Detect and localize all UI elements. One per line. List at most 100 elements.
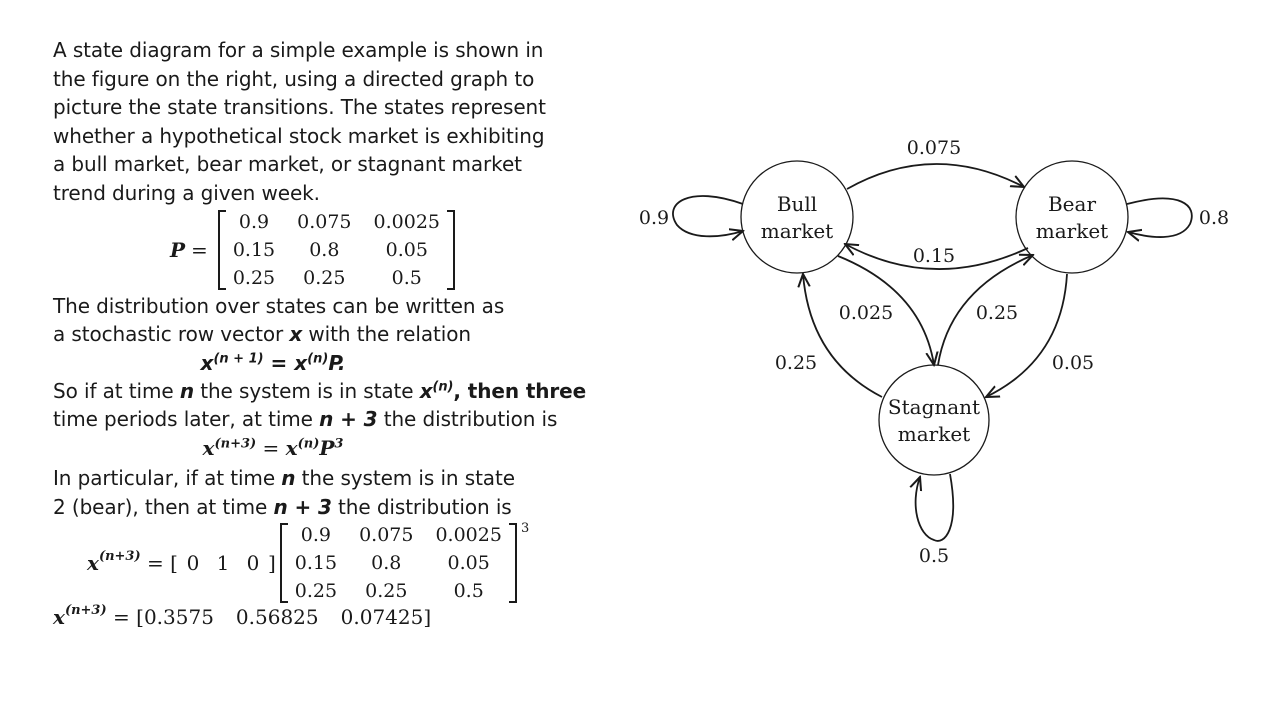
three-step-eq: = [256, 435, 286, 460]
result-eq: = [106, 605, 137, 630]
edge-stagnant-to-bear [937, 255, 1033, 366]
result-value: 0.3575 [143, 605, 214, 630]
matrix-cell: 0.15 [232, 238, 276, 261]
three-step-rhs-var: x [285, 435, 298, 460]
matrix-cell: 0.05 [385, 238, 428, 261]
matrix-cell: 0.5 [453, 580, 484, 603]
n-variable: n [179, 378, 194, 403]
edge-label-bull-self: 0.9 [639, 207, 669, 229]
matrix-cell: 0.075 [297, 210, 352, 233]
matrix-cell: 0.25 [232, 266, 276, 289]
distribution-tail: with the relation [302, 322, 471, 347]
so-line: So if at time n the system is in state x… [53, 377, 613, 406]
matrix-row: 0.15 0.8 0.05 [222, 236, 451, 264]
matrix-power: 3 [520, 521, 530, 537]
edge-bull-self [672, 195, 743, 236]
edge-stagnant-to-bull [803, 274, 883, 398]
transition-matrix-equation: P = 0.9 0.075 0.0025 0.15 0.8 0.05 0.25 … [170, 208, 613, 292]
edge-label-stagnant-to-bull: 0.25 [775, 352, 817, 374]
edge-label-bear-self: 0.8 [1199, 207, 1229, 229]
so-text: So if at time [53, 378, 180, 403]
distribution-line: a stochastic row vector x with the relat… [53, 320, 613, 349]
example-transition-matrix: 0.9 0.075 0.0025 0.15 0.8 0.05 0.25 0.25… [279, 521, 518, 605]
matrix-cell: 0.05 [447, 552, 490, 575]
explanation-text: A state diagram for a simple example is … [53, 36, 613, 629]
intro-line: whether a hypothetical stock market is e… [53, 123, 545, 148]
particular-text: the system is in state [295, 465, 515, 490]
relation-lhs-sup: (n + 1) [213, 351, 264, 367]
node-bull-label: market [761, 219, 833, 243]
matrix-cell: 0.8 [371, 552, 402, 575]
three-step-p: P [319, 435, 335, 460]
matrix-cell: 0.25 [294, 580, 338, 603]
relation-eq: = [263, 350, 295, 375]
x-variable: x [289, 322, 303, 347]
distribution-line: The distribution over states can be writ… [53, 293, 505, 318]
n-plus-3: n + 3 [273, 494, 332, 519]
matrix-cell: 0.0025 [435, 524, 502, 547]
edge-stagnant-self [916, 473, 955, 542]
matrix-row: 0.15 0.8 0.05 [284, 549, 513, 577]
edge-label-bear-to-bull: 0.15 [913, 245, 955, 267]
matrix-row: 0.25 0.25 0.5 [284, 577, 513, 605]
particular-line: In particular, if at time n the system i… [53, 464, 613, 493]
three-step-lhs-var: x [202, 435, 215, 460]
matrix-cell: 0.0025 [373, 210, 441, 233]
example-lhs-var: x [87, 551, 99, 576]
particular-line: 2 (bear), then at time n + 3 the distrib… [53, 493, 613, 522]
matrix-row: 0.9 0.075 0.0025 [222, 208, 451, 236]
edge-bear-to-bull [845, 244, 1029, 270]
intro-line: the figure on the right, using a directe… [53, 66, 535, 91]
particular-text: the distribution is [331, 494, 512, 519]
result-value: 0.07425 [340, 605, 424, 630]
edge-bull-to-stagnant [837, 255, 934, 365]
intro-line: picture the state transitions. The state… [53, 95, 546, 120]
example-equation: x (n+3) = [0 1 0] 0.9 0.075 0.0025 0.15 0.8… [87, 521, 613, 605]
result-value: 0.56825 [235, 605, 319, 630]
n-variable: n [281, 465, 296, 490]
matrix-row: 0.25 0.25 0.5 [222, 264, 451, 292]
matrix-cell: 0.8 [309, 238, 340, 261]
example-eq: = [140, 551, 171, 576]
state-row-vector: [0 1 0] [170, 551, 276, 576]
matrix-cell: 0.9 [238, 210, 270, 233]
three-step-p-sup: 3 [334, 436, 344, 452]
distribution-text: a stochastic row vector [53, 322, 284, 347]
matrix-cell: 0.25 [365, 580, 408, 603]
node-bear: Bear market [1015, 160, 1129, 274]
equals-sign: = [191, 237, 208, 262]
node-stagnant: Stagnant market [878, 364, 990, 476]
three-step-equation: x(n+3) = x(n)P3 [0, 434, 613, 462]
node-bear-circle [1015, 160, 1129, 274]
node-stagnant-label: Stagnant [888, 395, 980, 419]
x-superscript: (n) [432, 379, 454, 395]
relation-rhs-sup: (n) [307, 351, 329, 367]
relation-rhs-tail: P. [328, 350, 346, 375]
relation-lhs-var: x [200, 350, 214, 375]
particular-text: 2 (bear), then at time [53, 494, 274, 519]
distribution-paragraph: The distribution over states can be writ… [53, 292, 613, 349]
node-bear-label: Bear [1048, 192, 1096, 216]
relation-equation: x(n + 1) = x(n)P. [0, 349, 613, 377]
edge-label-stagnant-self: 0.5 [919, 545, 949, 567]
edge-bear-to-stagnant [986, 273, 1068, 397]
result-lhs-var: x [53, 605, 65, 630]
state-diagram: Bull market Bear market Stagnant market … [639, 137, 1229, 567]
example-lhs-sup: (n+3) [98, 548, 141, 564]
node-bull-label: Bull [777, 192, 817, 216]
so-text: the distribution is [377, 407, 558, 432]
so-text: the system is in state [193, 378, 420, 403]
edge-label-bear-to-stagnant: 0.05 [1052, 352, 1094, 374]
row-vector-cell: 0 [186, 551, 200, 576]
result-equation: x (n+3) = [0.3575 0.56825 0.07425] [53, 602, 432, 630]
row-vector-cell: 0 [246, 551, 260, 576]
matrix-row: 0.9 0.075 0.0025 [284, 521, 513, 549]
three-step-lhs-sup: (n+3) [214, 436, 257, 452]
matrix-cell: 0.15 [294, 552, 338, 575]
p-symbol: P [170, 237, 186, 262]
result-lhs-sup: (n+3) [64, 602, 107, 618]
node-stagnant-label: market [898, 422, 970, 446]
matrix-cell: 0.075 [359, 524, 414, 547]
intro-line: A state diagram for a simple example is … [53, 38, 544, 62]
intro-paragraph: A state diagram for a simple example is … [53, 36, 613, 208]
